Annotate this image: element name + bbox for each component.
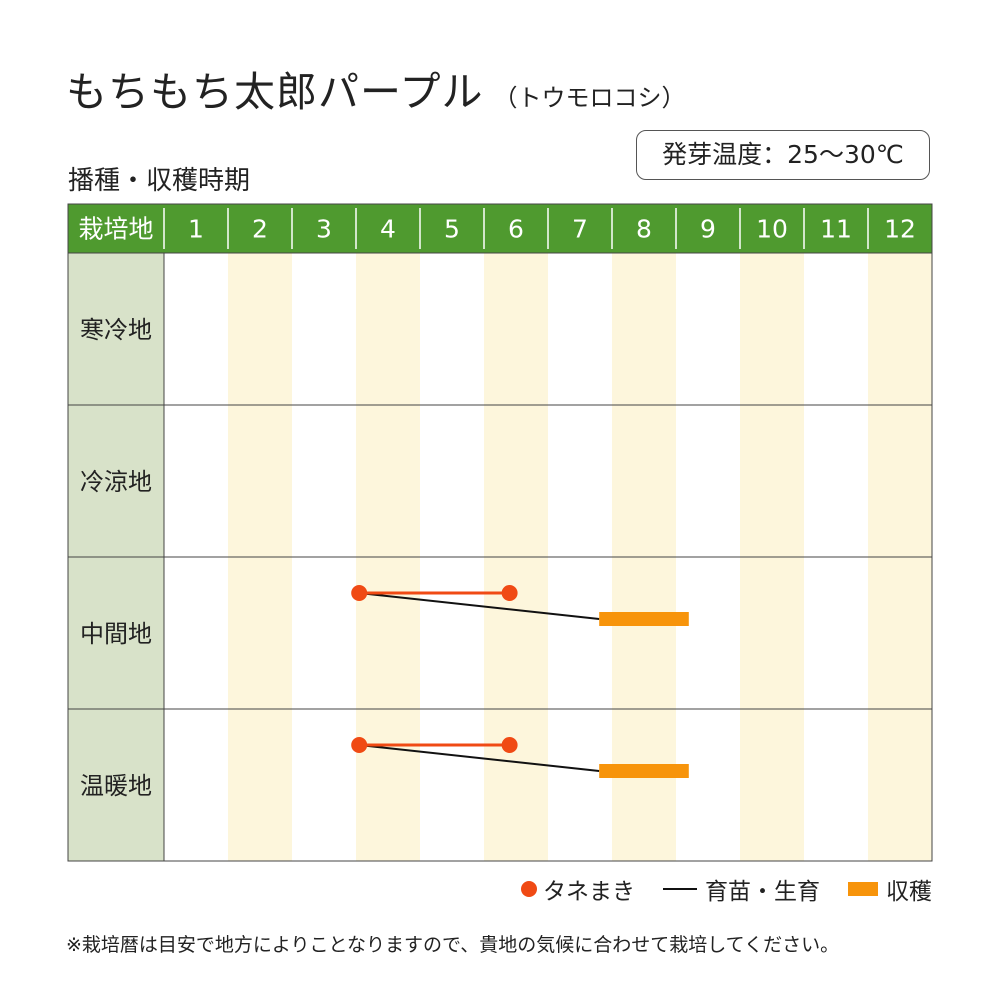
month-label-7: 7 — [572, 215, 588, 244]
legend-sowing-label: タネまき — [543, 879, 635, 905]
seedling-line — [359, 592, 600, 620]
harvest-bar-icon — [848, 882, 878, 896]
sowing-end-dot — [501, 585, 518, 601]
region-label: 温暖地 — [80, 772, 152, 800]
month-label-8: 8 — [636, 215, 652, 244]
sowing-dot-icon — [521, 881, 537, 897]
header-corner-label: 栽培地 — [78, 215, 153, 244]
title-subtitle: （トウモロコシ） — [493, 84, 686, 112]
month-label-4: 4 — [380, 215, 396, 244]
harvest-bar — [599, 764, 689, 778]
legend-harvest-label: 収穫 — [886, 879, 932, 905]
month-label-1: 1 — [188, 215, 204, 244]
region-label: 冷涼地 — [80, 468, 152, 496]
header-band — [68, 204, 932, 253]
month-label-6: 6 — [508, 215, 524, 244]
section-title: 播種・収穫時期 — [68, 166, 251, 196]
month-label-11: 11 — [820, 215, 852, 244]
harvest-bar — [599, 612, 689, 626]
region-label: 寒冷地 — [80, 316, 152, 344]
month-label-5: 5 — [444, 215, 460, 244]
sowing-start-dot — [351, 585, 368, 601]
seedling-line-icon — [663, 888, 697, 890]
legend-seedling-label: 育苗・生育 — [705, 879, 820, 905]
month-label-12: 12 — [884, 215, 916, 244]
region-label: 中間地 — [80, 620, 152, 648]
legend-sowing: タネまき — [521, 872, 635, 906]
sowing-end-dot — [501, 737, 518, 753]
page-title: もちもち太郎パープル （トウモロコシ） — [66, 58, 686, 118]
month-label-9: 9 — [700, 215, 716, 244]
month-label-10: 10 — [756, 215, 788, 244]
sowing-start-dot — [351, 737, 368, 753]
title-text: もちもち太郎パープル — [66, 68, 484, 116]
legend-seedling: 育苗・生育 — [663, 872, 820, 906]
seedling-line — [359, 744, 600, 772]
month-label-2: 2 — [252, 215, 268, 244]
month-label-3: 3 — [316, 215, 332, 244]
footnote: ※栽培暦は目安で地方によりことなりますので、貴地の気候に合わせて栽培してください… — [66, 934, 840, 956]
germination-temp-badge: 発芽温度：25～30℃ — [636, 130, 930, 180]
legend: タネまき 育苗・生育 収穫 — [521, 872, 932, 906]
legend-harvest: 収穫 — [848, 872, 932, 906]
chart-frame — [67, 203, 933, 862]
